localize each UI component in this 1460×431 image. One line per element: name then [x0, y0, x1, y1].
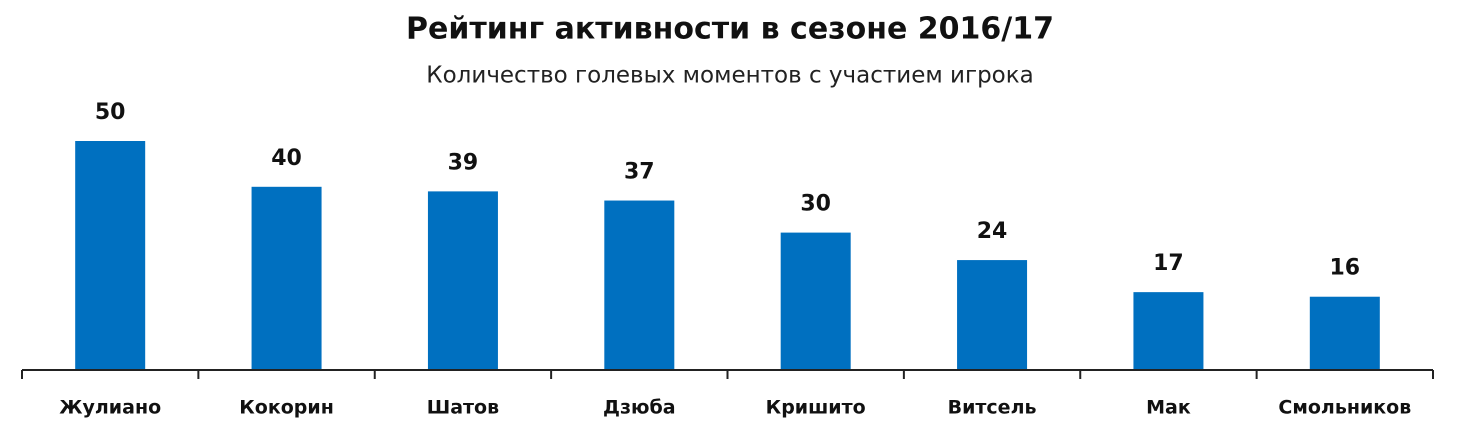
- bar: [427, 191, 498, 370]
- bar: [957, 260, 1028, 370]
- x-tick-label: Дзюба: [603, 397, 676, 419]
- value-label: 30: [800, 192, 831, 217]
- chart-title: Рейтинг активности в сезоне 2016/17: [406, 12, 1054, 47]
- bar: [251, 186, 322, 370]
- value-label: 50: [95, 100, 126, 125]
- value-label: 24: [977, 219, 1008, 244]
- bar: [780, 232, 851, 370]
- x-tick-label: Мак: [1146, 397, 1191, 419]
- x-tick-label: Кришито: [766, 397, 866, 419]
- bar: [75, 141, 146, 370]
- x-tick-label: Шатов: [427, 397, 499, 419]
- value-label: 37: [624, 160, 655, 185]
- x-tick-label: Витсель: [948, 397, 1037, 419]
- x-tick-label: Кокорин: [239, 397, 334, 419]
- bar: [604, 200, 675, 370]
- chart-subtitle: Количество голевых моментов с участием и…: [426, 63, 1033, 89]
- value-label: 40: [271, 146, 302, 171]
- value-label: 16: [1330, 256, 1361, 281]
- x-tick-label: Смольников: [1278, 397, 1411, 419]
- value-label: 39: [448, 150, 479, 175]
- x-tick-label: Жулиано: [59, 397, 161, 419]
- bar: [1309, 296, 1380, 370]
- bar: [1133, 292, 1204, 370]
- value-label: 17: [1153, 251, 1184, 276]
